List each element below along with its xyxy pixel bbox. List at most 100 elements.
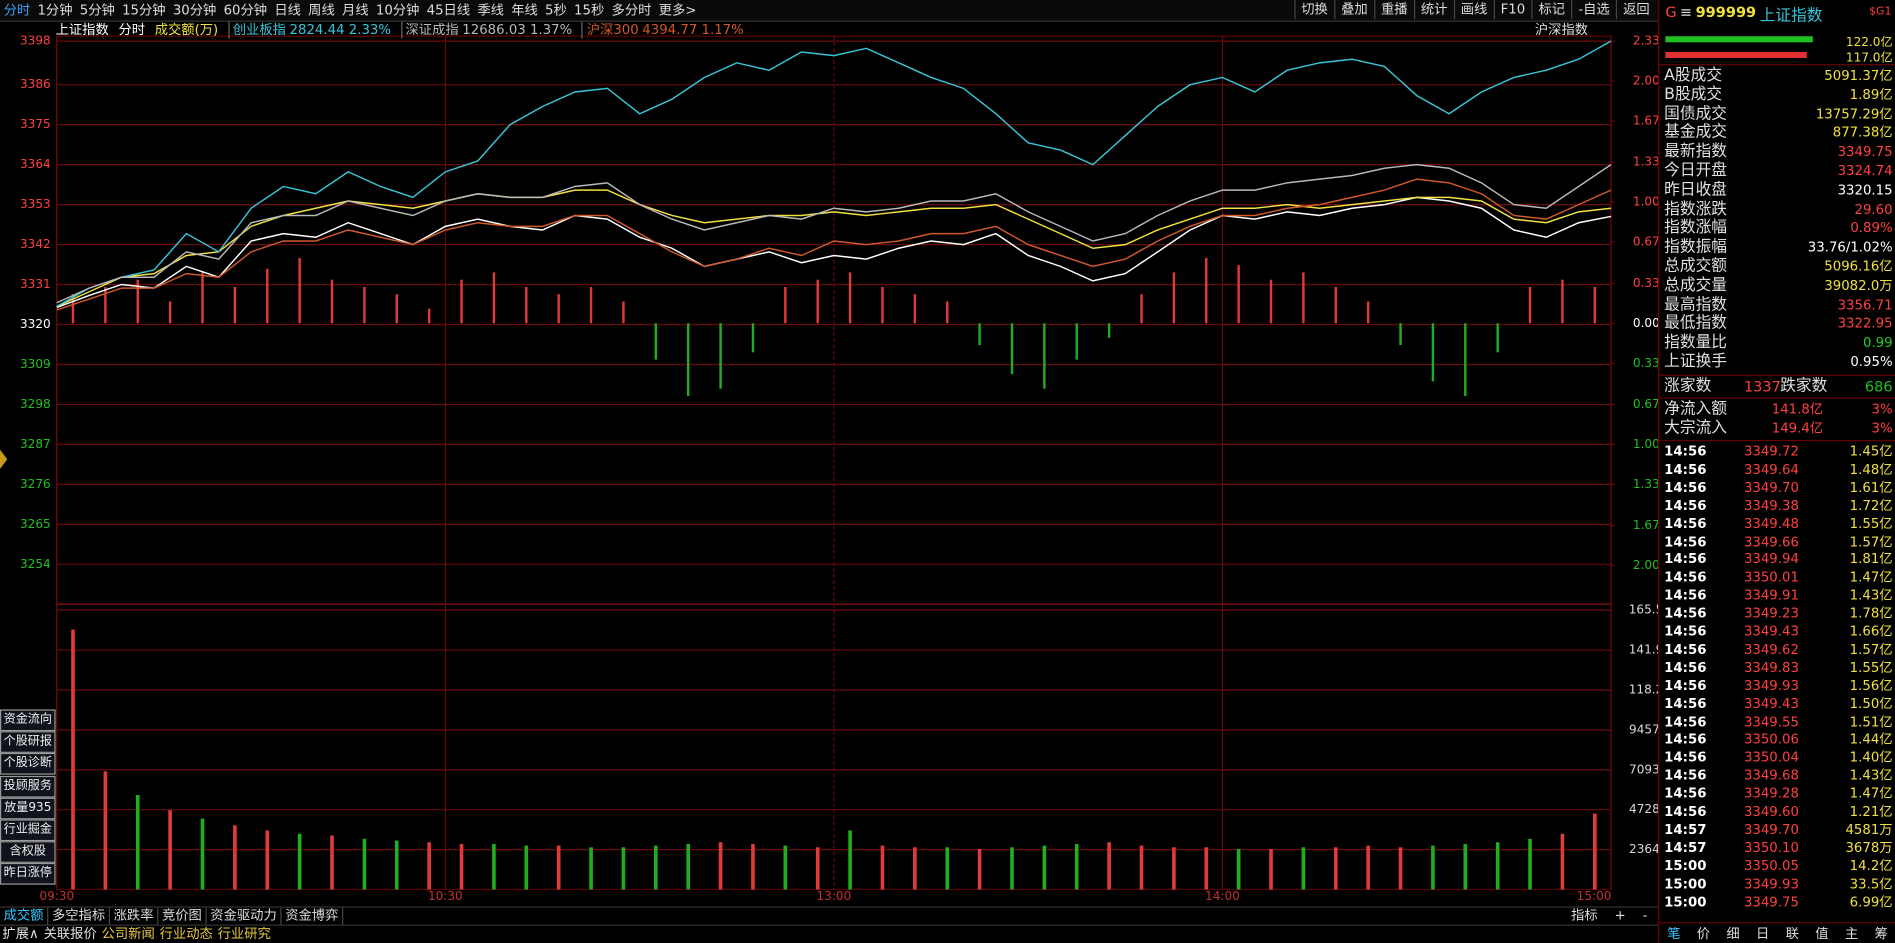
tick-amount: 1.50亿: [1849, 695, 1893, 712]
volume-tick-label: 141.9万: [1629, 643, 1658, 657]
tool-button[interactable]: 统计: [1413, 0, 1454, 20]
menu-icon[interactable]: ≡: [1679, 3, 1693, 21]
bottom-link[interactable]: 行业研究: [217, 925, 271, 942]
y-tick-label: 3254: [20, 557, 51, 571]
tick-time: 15:00: [1664, 875, 1707, 892]
quote-tab[interactable]: 联: [1785, 925, 1799, 942]
bottom-tab[interactable]: 涨跌率: [110, 907, 159, 925]
tool-button[interactable]: 切换: [1293, 0, 1334, 20]
tick-time: 14:56: [1664, 785, 1707, 802]
tool-button[interactable]: 重播: [1373, 0, 1414, 20]
tool-button[interactable]: 叠加: [1333, 0, 1374, 20]
breadth-bar: [168, 301, 172, 324]
period-tab[interactable]: 多分时: [611, 2, 652, 19]
tab-tool[interactable]: 指标: [1571, 907, 1598, 924]
breadth-bar: [395, 294, 398, 324]
period-tab[interactable]: 15分钟: [122, 2, 166, 19]
collapse-arrow[interactable]: [0, 449, 8, 469]
side-button[interactable]: 含权股: [0, 841, 56, 864]
period-tab[interactable]: 60分钟: [223, 2, 268, 19]
bottom-tab[interactable]: 资金驱动力: [207, 907, 282, 925]
quote-tab[interactable]: 值: [1815, 925, 1829, 942]
period-tab[interactable]: 1分钟: [37, 2, 73, 19]
bottom-tab[interactable]: 成交额: [0, 907, 49, 925]
breadth-bar: [1043, 323, 1046, 389]
period-tab[interactable]: 5分钟: [79, 2, 115, 19]
tick-price: 3349.55: [1743, 713, 1799, 730]
period-tab[interactable]: 分时: [3, 2, 31, 19]
side-button[interactable]: 投顾服务: [0, 775, 56, 798]
quote-tab[interactable]: 价: [1696, 925, 1711, 942]
tab-tool[interactable]: -: [1642, 907, 1648, 924]
link-row: 扩展∧ 关联报价 公司新闻 行业动态 行业研究: [2, 926, 270, 943]
side-button[interactable]: 昨日涨停: [0, 863, 56, 886]
tick-time: 14:56: [1664, 641, 1707, 658]
side-button[interactable]: 放量935: [0, 797, 56, 820]
period-tab[interactable]: 季线: [477, 2, 504, 19]
tool-buttons: 切换 叠加 重播 统计 画线 F10 标记 -自选 返回: [1293, 0, 1656, 20]
quote-tab[interactable]: 主: [1844, 925, 1859, 942]
volume-bar: [880, 845, 885, 890]
tool-button[interactable]: -自选: [1571, 0, 1616, 20]
side-button[interactable]: 个股研报: [0, 731, 56, 754]
tick-time: 14:56: [1664, 803, 1707, 820]
period-tab[interactable]: 日线: [274, 2, 301, 19]
volume-bar: [200, 818, 205, 890]
tick-time: 14:56: [1664, 479, 1707, 496]
bottom-tab[interactable]: 资金博弈: [282, 907, 344, 925]
y2-tick-label: 1.33%: [1633, 477, 1658, 491]
tab-row: 成交额 多空指标 涨跌率 竞价图 资金驱动力 资金博弈: [0, 907, 344, 925]
side-button[interactable]: 行业掘金: [0, 819, 56, 842]
tick-time: 14:56: [1664, 551, 1707, 568]
bottom-tab[interactable]: 竞价图: [158, 907, 207, 925]
breadth-bar: [1140, 294, 1143, 324]
tick-amount: 1.57亿: [1849, 533, 1893, 550]
period-tab[interactable]: 5秒: [545, 2, 567, 19]
breadth-bar: [1075, 323, 1078, 360]
flow-label: 净流入额: [1664, 400, 1728, 419]
legend-series-value: 12686.03 1.37%: [462, 21, 573, 38]
quote-tab[interactable]: 筹: [1874, 925, 1888, 942]
quote-value: 13757.29亿: [1815, 105, 1893, 122]
bottom-link[interactable]: 公司新闻: [101, 925, 155, 942]
quote-value: 1.89亿: [1849, 86, 1893, 103]
volume-bar: [1236, 848, 1241, 890]
tick-price: 3349.93: [1743, 875, 1799, 892]
period-tab[interactable]: 周线: [308, 2, 335, 19]
period-tab[interactable]: 15秒: [574, 2, 605, 19]
quote-tab[interactable]: 日: [1756, 925, 1770, 942]
period-tab[interactable]: 年线: [511, 2, 538, 19]
legend-series-value: 2824.44 2.33%: [289, 21, 392, 38]
period-tab[interactable]: 30分钟: [172, 2, 217, 19]
tool-button[interactable]: 画线: [1453, 0, 1494, 20]
volume-bar: [1431, 845, 1435, 890]
period-tab[interactable]: 月线: [342, 2, 369, 19]
period-tab[interactable]: 10分钟: [375, 2, 420, 19]
tick-time: 14:56: [1664, 443, 1707, 460]
tool-button[interactable]: F10: [1493, 0, 1531, 20]
y-tick-label: 3342: [20, 237, 51, 251]
legend-name: 上证指数: [55, 21, 109, 38]
breadth-bar: [1334, 286, 1337, 324]
bottom-tab[interactable]: 多空指标: [48, 907, 110, 925]
period-tab[interactable]: 更多>: [658, 2, 697, 19]
volume-bar: [1204, 847, 1209, 890]
period-tab[interactable]: 45日线: [426, 2, 471, 19]
tick-time: 14:56: [1664, 461, 1707, 478]
side-button[interactable]: 个股诊断: [0, 753, 56, 776]
tool-button[interactable]: 返回: [1615, 0, 1656, 20]
breadth-bar: [654, 323, 658, 360]
tab-tool[interactable]: +: [1614, 907, 1626, 924]
bottom-link[interactable]: 行业动态: [159, 925, 213, 942]
breadth-bar: [104, 286, 107, 324]
separator: [1659, 64, 1895, 66]
bottom-link[interactable]: 扩展∧: [2, 925, 39, 942]
side-button[interactable]: 资金流向: [0, 709, 56, 732]
tick-price: 3349.72: [1743, 443, 1799, 460]
tool-button[interactable]: 标记: [1531, 0, 1571, 20]
bottom-link[interactable]: 关联报价: [43, 925, 97, 942]
quote-tab[interactable]: 笔: [1667, 925, 1681, 942]
quote-tab[interactable]: 细: [1726, 925, 1740, 942]
volume-bar: [168, 810, 172, 890]
